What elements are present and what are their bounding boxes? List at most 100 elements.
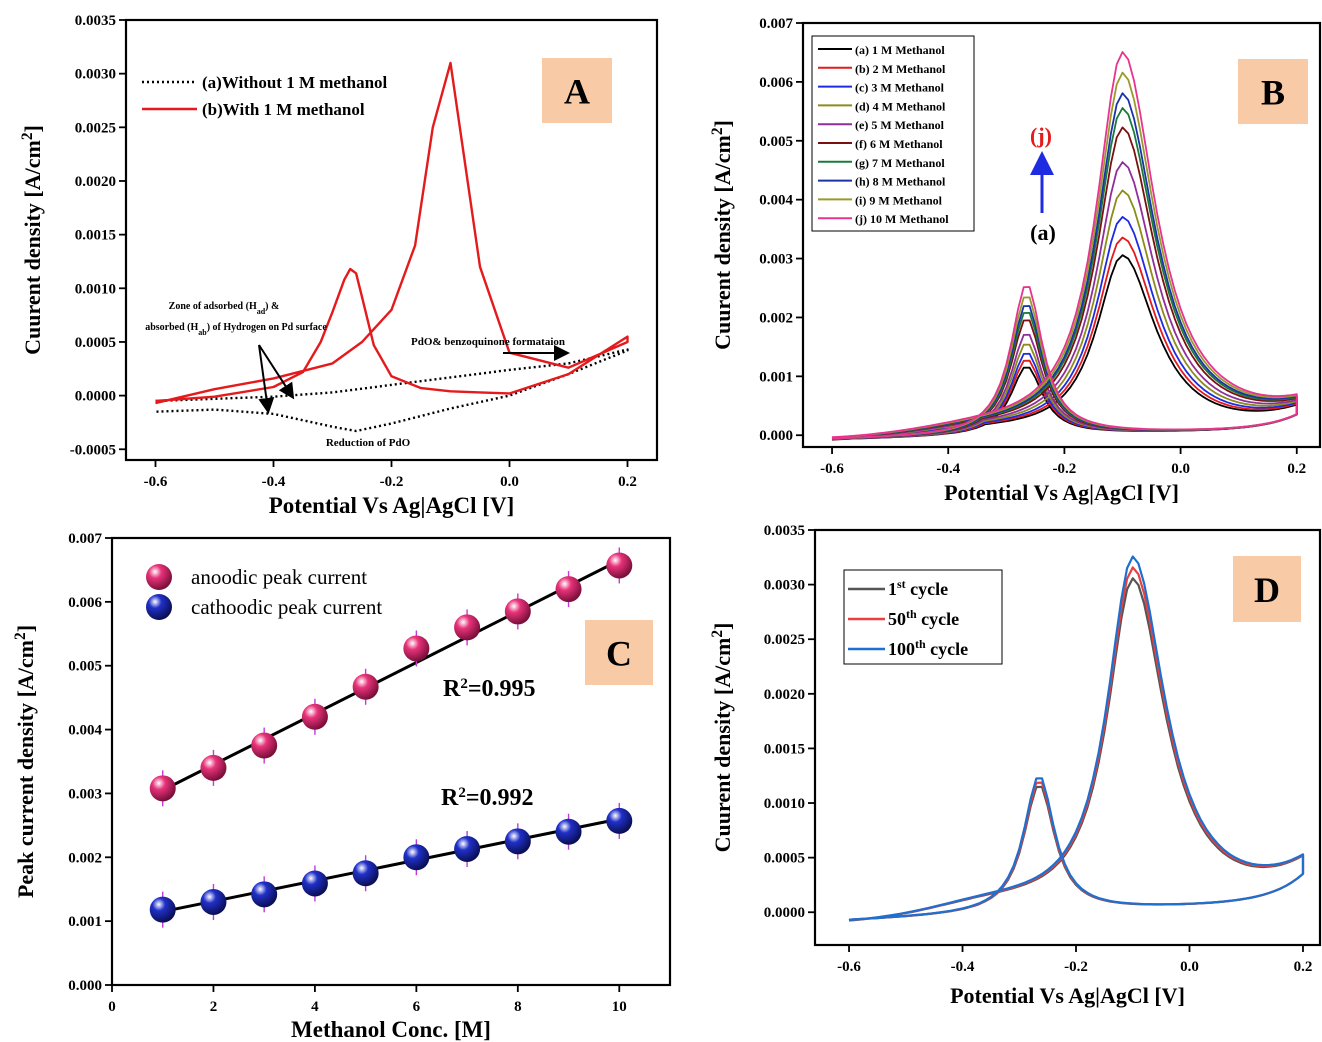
legend-part: cycle: [926, 639, 968, 659]
x-tick-label: 0.0: [500, 474, 519, 490]
legend-label: (a) 1 M Methanol: [855, 43, 945, 57]
legend-label: 100th cycle: [888, 637, 968, 659]
legend-sup: st: [897, 577, 906, 591]
annotation-zone-line2: absorbed (Hab) of Hydrogen on Pd surface: [145, 322, 327, 337]
y-tick-label: 0.006: [68, 595, 102, 611]
annotation-part: Zone of adsorbed (H: [169, 301, 257, 312]
y-axis-label-sup: 2: [19, 132, 36, 140]
legend-label: (f) 6 M Methanol: [855, 137, 943, 151]
data-point: [403, 844, 430, 871]
y-tick-label: 0.0005: [75, 335, 116, 351]
annotation-zone-line1: Zone of adsorbed (Had) &: [169, 301, 280, 316]
y-tick-label: 0.007: [68, 531, 102, 547]
y-axis-label-sup: 2: [709, 127, 726, 135]
y-tick-label: 0.0015: [75, 228, 116, 244]
x-tick-label: 6: [413, 999, 421, 1015]
r2-part: R: [443, 676, 461, 702]
y-tick-label: 0.0000: [764, 905, 805, 921]
series-line: [831, 51, 1298, 440]
y-tick-label: 0.007: [759, 16, 793, 32]
x-tick-label: -0.6: [837, 959, 861, 975]
legend-label: 1st cycle: [888, 577, 948, 599]
data-point: [606, 807, 633, 834]
y-axis-label: Cuurent density [A/cm2]: [709, 623, 736, 853]
y-tick-label: 0.000: [68, 978, 102, 994]
y-axis-label-main: Cuurent density [A/cm: [710, 638, 735, 853]
x-tick-label: 2: [210, 999, 218, 1015]
legend-part: cycle: [917, 609, 959, 629]
x-tick-label: -0.2: [380, 474, 404, 490]
y-axis-label-sup: 2: [12, 632, 29, 640]
legend-part: cycle: [906, 579, 948, 599]
x-axis-label: Methanol Conc. [M]: [291, 1017, 491, 1042]
x-tick-label: -0.4: [951, 959, 975, 975]
y-axis-label-end: ]: [13, 625, 38, 632]
annotation-pdo-formation: PdO& benzoquinone formataion: [411, 336, 565, 348]
y-tick-label: 0.0035: [75, 13, 116, 29]
y-axis-label-end: ]: [710, 120, 735, 127]
y-tick-label: 0.0010: [764, 796, 805, 812]
data-point: [403, 635, 430, 662]
data-point: [555, 576, 582, 603]
y-tick-label: 0.0030: [764, 578, 805, 594]
y-axis-label-main: Cuurent density [A/cm: [710, 135, 735, 350]
plot-frame: [110, 536, 672, 987]
data-point: [149, 896, 176, 923]
x-tick-label: -0.6: [820, 461, 844, 477]
y-tick-label: 0.0025: [75, 120, 116, 136]
panel-b: -0.6 -0.4 -0.2 0.0 0.2 0.000 0.001 0.002 0.003 0.…: [709, 16, 1322, 505]
data-point: [454, 835, 481, 862]
fit-line: [162, 559, 620, 792]
y-tick-label: 0.001: [68, 914, 102, 930]
panel-label: C: [606, 634, 632, 674]
x-tick-label: 0.0: [1171, 461, 1190, 477]
legend-sup: th: [915, 637, 926, 651]
y-tick-label: 0.0020: [75, 174, 116, 190]
data-point: [504, 828, 531, 855]
panel-label: A: [564, 72, 590, 112]
panel-label: B: [1261, 73, 1285, 113]
panel-label-box: [1238, 59, 1308, 124]
y-tick-label: 0.004: [68, 723, 102, 739]
x-tick-label: -0.2: [1053, 461, 1077, 477]
panel-label: D: [1254, 570, 1280, 610]
annotation-part: ) &: [265, 301, 279, 312]
data-point: [149, 775, 176, 802]
y-tick-label: 0.003: [68, 786, 102, 802]
series-line-b: [155, 61, 629, 405]
panel-c: 0 2 4 6 8 10 0.000 0.001 0.002 0.003 0.004 0.005 0.0…: [12, 531, 672, 1042]
legend-label: (a)Without 1 M methanol: [202, 73, 388, 92]
legend-label: (b)With 1 M methanol: [202, 100, 365, 119]
plot-frame: [801, 21, 1322, 449]
data-point: [251, 732, 278, 759]
x-tick-label: -0.4: [936, 461, 960, 477]
x-tick-label: 4: [311, 999, 319, 1015]
y-axis-label-sup: 2: [709, 630, 726, 638]
y-tick-label: 0.0015: [764, 741, 805, 757]
annotation-arrow: [258, 344, 295, 400]
y-tick-label: 0.000: [759, 428, 793, 444]
data-point: [251, 881, 278, 908]
y-axis-label-main: Cuurent density [A/cm: [20, 140, 45, 355]
legend-part: 1: [888, 579, 897, 599]
legend-marker: [146, 594, 172, 620]
annotation-part: absorbed (H: [145, 322, 198, 333]
annotation-sub: ad: [257, 307, 266, 316]
panel-label-box: [1233, 556, 1301, 622]
x-tick-label: 0.2: [618, 474, 637, 490]
y-tick-label: 0.002: [759, 310, 793, 326]
y-axis-label: Peak current density [A/cm2]: [12, 625, 39, 898]
r2-part: =0.995: [468, 676, 536, 702]
data-point: [301, 870, 328, 897]
y-tick-label: 0.0000: [75, 389, 116, 405]
series-line-a: [155, 348, 629, 433]
legend-label: (g) 7 M Methanol: [855, 156, 945, 170]
legend-label: cathoodic peak current: [191, 595, 382, 619]
data-point: [200, 888, 227, 915]
y-tick-label: 0.004: [759, 193, 793, 209]
annotation-reduction: Reduction of PdO: [326, 437, 411, 449]
x-tick-label: 0.2: [1287, 461, 1306, 477]
r2-part: =0.992: [466, 785, 534, 811]
y-tick-label: 0.0035: [764, 523, 805, 539]
